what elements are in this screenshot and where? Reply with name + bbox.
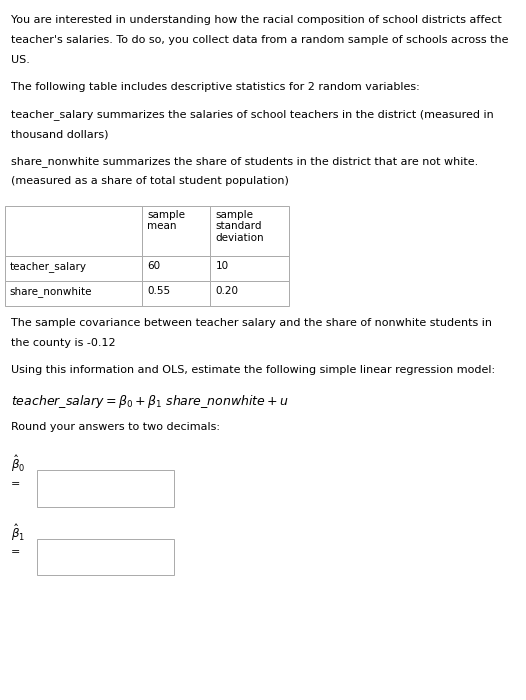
Text: You are interested in understanding how the racial composition of school distric: You are interested in understanding how …: [11, 15, 501, 25]
Text: teacher_salary: teacher_salary: [9, 261, 86, 272]
Bar: [210, 256, 289, 281]
Text: teacher's salaries. To do so, you collect data from a random sample of schools a: teacher's salaries. To do so, you collec…: [11, 35, 508, 45]
Bar: [5, 281, 142, 307]
Text: $\hat{\beta}_0$: $\hat{\beta}_0$: [11, 454, 25, 475]
Text: share_nonwhite: share_nonwhite: [9, 286, 92, 297]
Bar: [142, 281, 210, 307]
Bar: [37, 470, 174, 507]
Text: Using this information and OLS, estimate the following simple linear regression : Using this information and OLS, estimate…: [11, 365, 494, 375]
Text: The sample covariance between teacher salary and the share of nonwhite students : The sample covariance between teacher sa…: [11, 318, 491, 328]
Text: $\hat{\beta}_1$: $\hat{\beta}_1$: [11, 522, 25, 543]
Text: teacher_salary summarizes the salaries of school teachers in the district (measu: teacher_salary summarizes the salaries o…: [11, 109, 493, 120]
Bar: [37, 539, 174, 575]
Text: The following table includes descriptive statistics for 2 random variables:: The following table includes descriptive…: [11, 82, 419, 92]
Text: thousand dollars): thousand dollars): [11, 129, 108, 139]
Bar: [210, 281, 289, 307]
Bar: [5, 206, 142, 256]
Text: US.: US.: [11, 55, 29, 64]
Text: Round your answers to two decimals:: Round your answers to two decimals:: [11, 422, 219, 432]
Text: sample
mean: sample mean: [147, 210, 185, 231]
Text: share_nonwhite summarizes the share of students in the district that are not whi: share_nonwhite summarizes the share of s…: [11, 157, 478, 167]
Bar: [142, 256, 210, 281]
Text: 0.55: 0.55: [147, 286, 170, 296]
Text: the county is -0.12: the county is -0.12: [11, 337, 115, 348]
Text: =: =: [11, 479, 20, 489]
Text: $\mathit{teacher\_salary} = \beta_0 + \beta_1\ \mathit{share\_nonwhite} + u$: $\mathit{teacher\_salary} = \beta_0 + \b…: [11, 393, 289, 410]
Bar: [142, 206, 210, 256]
Text: 10: 10: [216, 261, 229, 271]
Text: 60: 60: [147, 261, 160, 271]
Text: (measured as a share of total student population): (measured as a share of total student po…: [11, 176, 288, 186]
Text: =: =: [11, 547, 20, 557]
Text: sample
standard
deviation: sample standard deviation: [216, 210, 264, 243]
Text: 0.20: 0.20: [216, 286, 239, 296]
Bar: [5, 256, 142, 281]
Bar: [210, 206, 289, 256]
